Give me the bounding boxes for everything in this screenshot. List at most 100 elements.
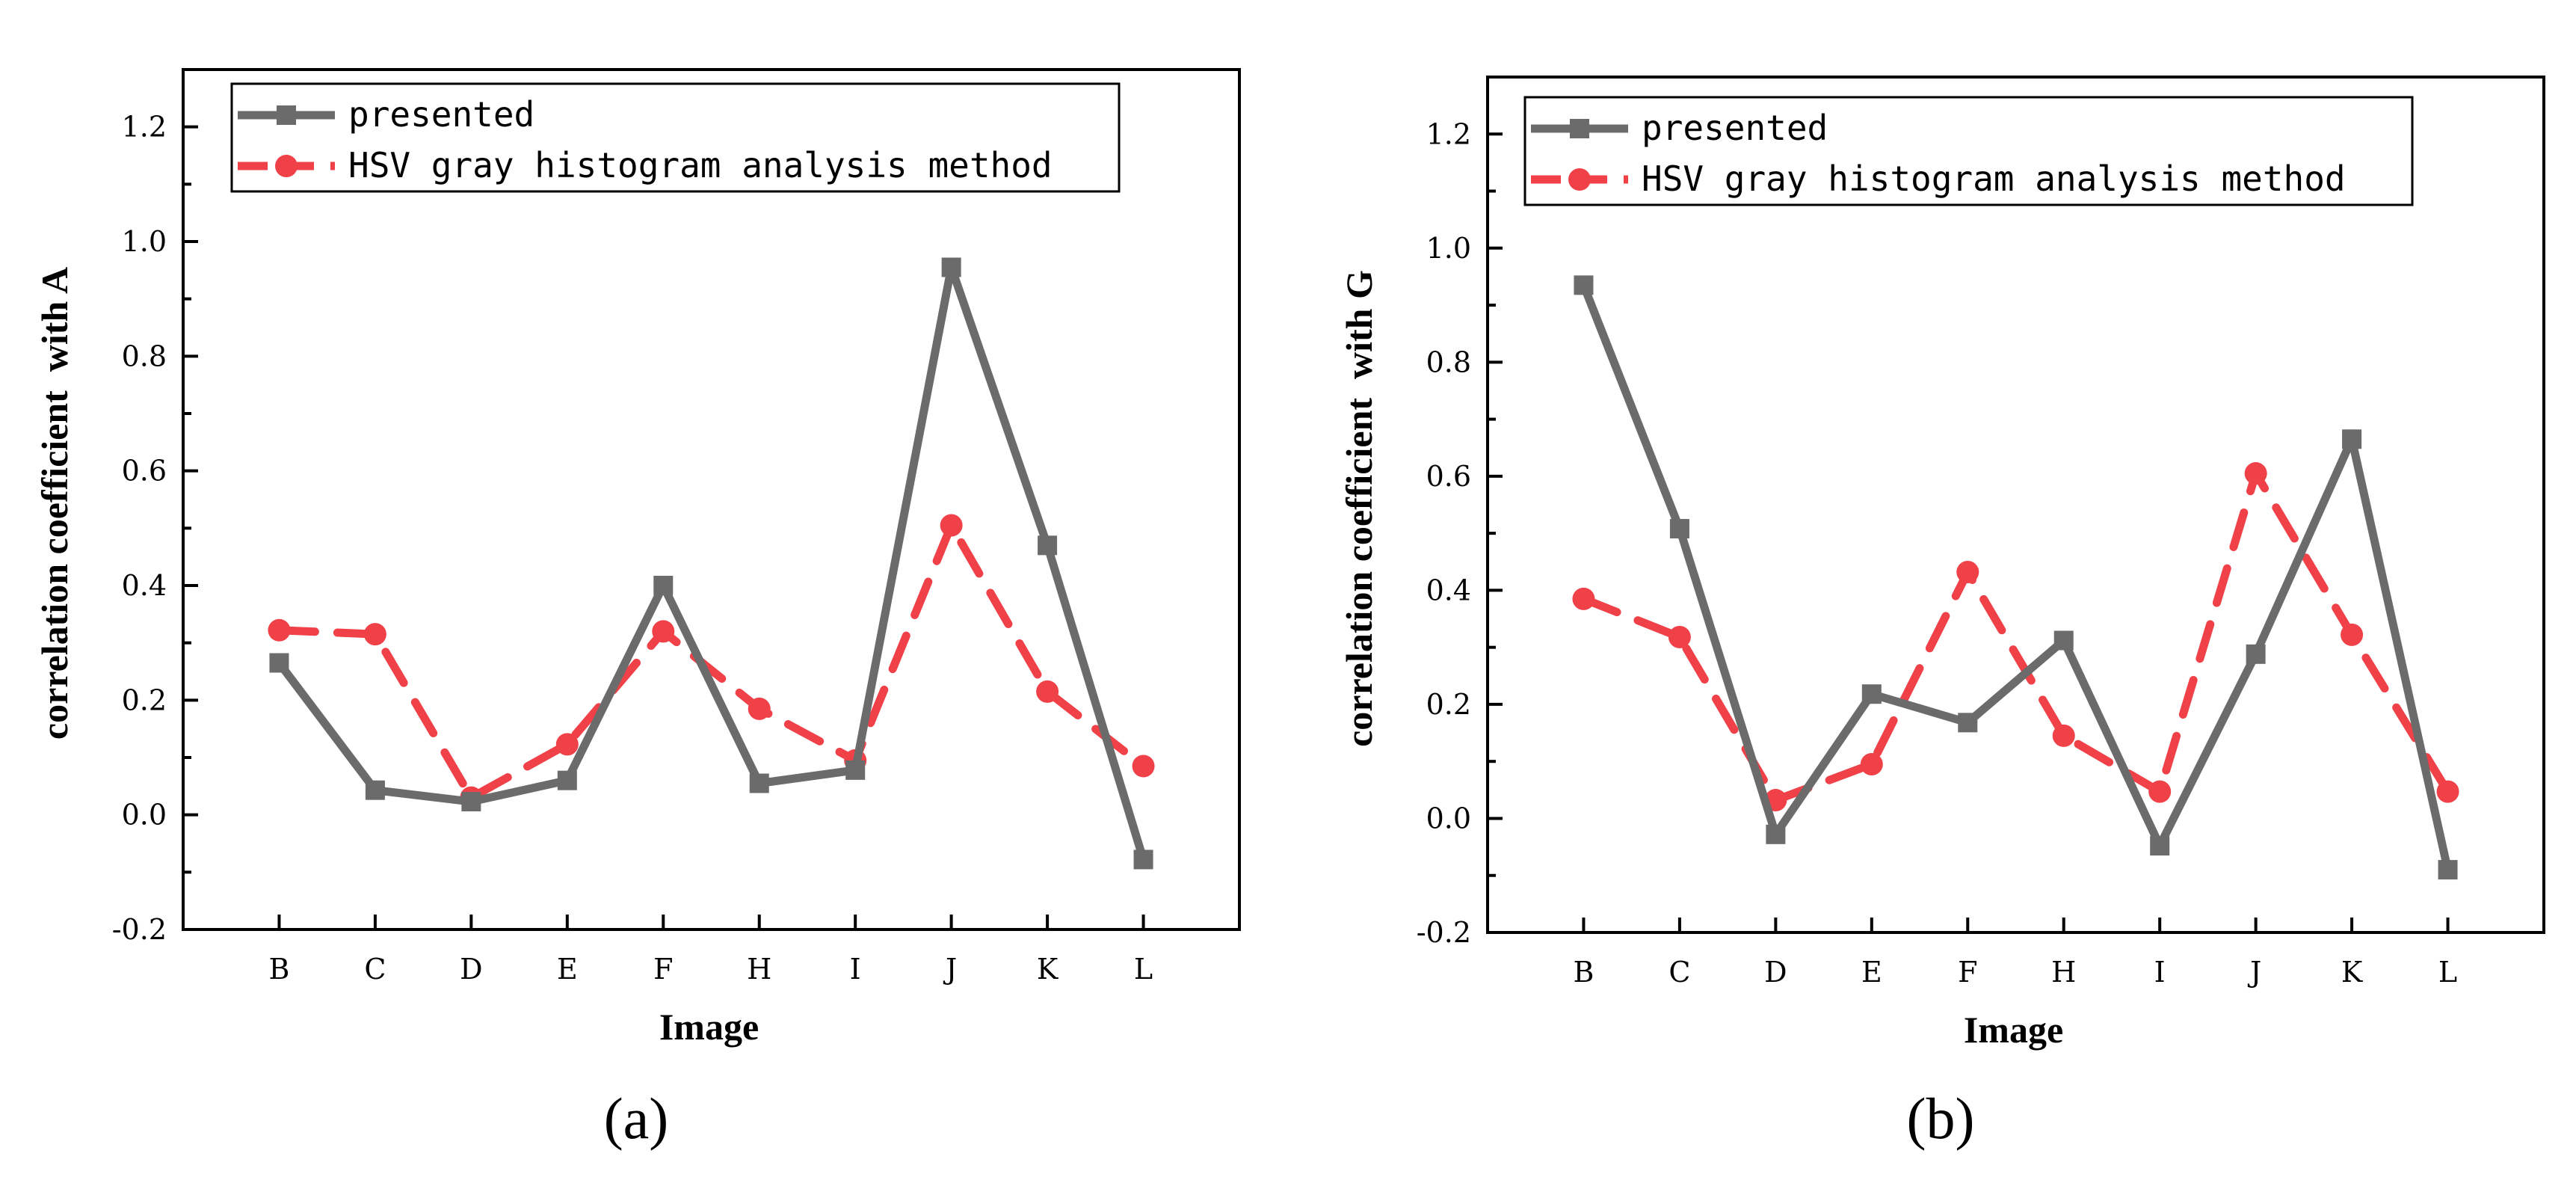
x-tick-label: I	[2154, 956, 2166, 989]
y-tick-label: -0.2	[1417, 916, 1471, 949]
data-point-presented	[2150, 836, 2170, 856]
legend-label: HSV gray histogram analysis method	[348, 145, 1053, 185]
x-tick-label: E	[557, 953, 578, 986]
legend-marker-hsv	[275, 155, 298, 177]
data-point-hsv	[2436, 780, 2459, 803]
series-line-presented	[276, 263, 1147, 861]
y-tick-label: 1.2	[122, 111, 167, 144]
x-tick-label: D	[1764, 956, 1787, 989]
y-tick-label: 0.4	[122, 569, 167, 602]
data-point-presented	[653, 576, 674, 595]
x-tick-label: F	[1958, 956, 1977, 989]
y-tick-label: -0.2	[112, 913, 167, 946]
x-tick-label: D	[460, 953, 482, 986]
x-tick-label: J	[2247, 956, 2261, 989]
data-point-presented	[1766, 824, 1786, 844]
data-point-presented	[1958, 713, 1978, 733]
data-point-presented	[845, 760, 866, 780]
x-tick-label: J	[943, 953, 957, 986]
data-point-hsv	[268, 618, 291, 642]
x-tick-label: K	[1037, 953, 1059, 986]
data-point-hsv	[748, 697, 771, 720]
data-point-presented	[2438, 860, 2458, 880]
data-point-hsv	[940, 514, 963, 537]
data-point-presented	[2342, 429, 2362, 449]
x-tick-label: B	[1573, 956, 1594, 989]
data-point-hsv	[1956, 560, 1979, 583]
x-tick-label: K	[2341, 956, 2363, 989]
data-point-presented	[557, 770, 577, 790]
data-point-presented	[1574, 275, 1594, 295]
chart-panel-b: -0.2 0.0 0.2 0.4 0.6 0.8 1.0 1.2 B C D E F H I J K L Image…	[1338, 76, 2545, 1051]
data-point-hsv	[652, 620, 675, 643]
data-point-hsv	[2148, 780, 2172, 803]
legend-box	[230, 82, 1121, 193]
legend-label: presented	[348, 94, 534, 135]
x-axis-title: Image	[659, 1006, 759, 1048]
plot-frame	[1486, 76, 2545, 934]
data-point-hsv	[1860, 753, 1883, 776]
y-tick-label: 0.4	[1426, 574, 1471, 606]
y-tick-label: 0.8	[122, 339, 167, 372]
x-tick-label: C	[1668, 956, 1690, 989]
x-tick-label: L	[1134, 953, 1153, 986]
series-line-hsv	[274, 521, 1148, 802]
y-axis-title: correlation coefficient with G	[1338, 270, 1380, 747]
y-tick-label: 0.6	[1426, 460, 1471, 493]
data-point-hsv	[555, 733, 579, 756]
data-point-presented	[2053, 630, 2074, 651]
data-point-presented	[749, 773, 769, 793]
x-tick-label: H	[2051, 956, 2076, 989]
data-point-hsv	[1036, 680, 1059, 703]
y-tick-label: 0.0	[122, 799, 167, 832]
y-tick-label: 0.0	[1426, 802, 1471, 835]
data-point-hsv	[1132, 755, 1155, 778]
data-point-presented	[1861, 684, 1882, 704]
legend: presented HSV gray histogram analysis met…	[230, 82, 1121, 193]
y-tick-label: 0.6	[122, 455, 167, 488]
y-tick-label: 0.8	[1426, 345, 1471, 378]
data-point-hsv	[2244, 462, 2267, 485]
plot-frame	[182, 68, 1241, 931]
data-point-hsv	[363, 623, 386, 646]
data-point-presented	[1133, 849, 1153, 870]
legend-marker-presented	[277, 105, 296, 125]
series-line-presented	[1580, 283, 2452, 871]
data-point-hsv	[1668, 625, 1691, 648]
data-point-presented	[2246, 644, 2266, 664]
x-tick-label: L	[2438, 956, 2457, 989]
x-tick-label: B	[268, 953, 289, 986]
legend: presented HSV gray histogram analysis met…	[1523, 96, 2414, 206]
data-point-presented	[941, 257, 961, 277]
x-tick-label: H	[747, 953, 771, 986]
panel-label: (a)	[604, 1086, 669, 1151]
legend-box	[1523, 96, 2414, 206]
data-point-presented	[461, 792, 481, 812]
y-axis-title: correlation coefficient with A	[34, 267, 76, 740]
data-point-presented	[269, 653, 289, 673]
data-point-hsv	[2341, 623, 2364, 646]
x-axis-title: Image	[1964, 1009, 2063, 1051]
legend-label: presented	[1642, 108, 1828, 148]
x-tick-label: F	[653, 953, 673, 986]
x-tick-label: E	[1861, 956, 1882, 989]
chart-panel-a: -0.2 0.0 0.2 0.4 0.6 0.8 1.0 1.2 B C D E F H I J K L Image…	[34, 68, 1241, 1048]
panel-label: (b)	[1907, 1086, 1975, 1151]
x-tick-label: C	[364, 953, 386, 986]
y-tick-label: 1.2	[1426, 117, 1471, 150]
legend-marker-presented	[1570, 119, 1589, 138]
data-point-presented	[1038, 535, 1058, 556]
data-point-hsv	[2052, 724, 2075, 747]
series-line-hsv	[1579, 469, 2453, 805]
y-tick-label: 1.0	[122, 225, 167, 258]
y-tick-label: 0.2	[1426, 688, 1471, 721]
y-tick-label: 1.0	[1426, 232, 1471, 265]
data-point-presented	[365, 780, 385, 800]
data-point-hsv	[1572, 587, 1595, 610]
legend-label: HSV gray histogram analysis method	[1642, 159, 2346, 199]
data-point-presented	[1669, 519, 1689, 539]
legend-marker-hsv	[1568, 168, 1591, 191]
y-tick-label: 0.2	[122, 683, 167, 716]
x-tick-label: I	[850, 953, 861, 986]
